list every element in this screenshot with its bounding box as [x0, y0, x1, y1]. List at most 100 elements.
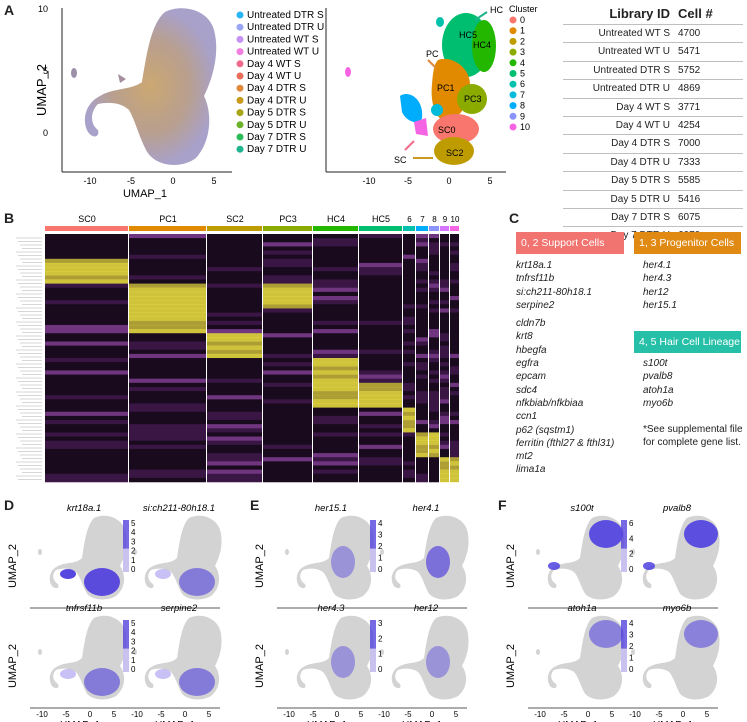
heatmap-cell [429, 473, 439, 479]
heatmap-cell [403, 320, 415, 326]
gene-item: pvalb8 [643, 371, 673, 383]
heatmap-cell [207, 374, 262, 379]
heatmap-cell [263, 415, 312, 421]
heatmap-cell [440, 366, 449, 371]
heatmap-cell [429, 242, 439, 247]
heatmap-cell [450, 378, 459, 384]
heatmap-cell [207, 291, 262, 297]
heatmap-cell [313, 250, 358, 255]
gene-item: s100t [643, 358, 668, 369]
cluster-legend-swatch [509, 91, 517, 99]
heatmap-cell [429, 316, 439, 322]
feature-outlier [133, 549, 137, 555]
heatmap-cell [429, 275, 439, 280]
heatmap-cell [359, 258, 402, 264]
heatmap-cell [313, 362, 358, 367]
feature-expression [548, 562, 560, 570]
heatmap-cell [263, 279, 312, 284]
colorbar [370, 620, 376, 672]
feature-expression [84, 668, 120, 696]
heatmap-cell [207, 395, 262, 400]
heatmap-cell [359, 275, 402, 280]
heatmap-cell [359, 308, 402, 313]
heatmap-cell [416, 386, 428, 392]
heatmap-cell [450, 267, 459, 272]
heatmap-cell [207, 424, 262, 429]
gene-item: krt8 [516, 331, 533, 343]
feature-xlabel: UMAP_1 [155, 720, 195, 722]
heatmap-label-8: 8 [432, 215, 437, 224]
heatmap-cell [440, 432, 449, 437]
feature-ylabel: UMAP_2 [7, 544, 19, 588]
heatmap-cell [440, 258, 449, 264]
heatmap-cell [129, 337, 206, 342]
heatmap-cell [359, 453, 402, 458]
colorbar [123, 520, 129, 572]
heatmap-cell [207, 283, 262, 289]
heatmap-cell [429, 465, 439, 470]
heatmap-cell [129, 287, 206, 293]
heatmap-cell [45, 345, 128, 351]
heatmap-cell [403, 246, 415, 251]
heatmap-cell [416, 428, 428, 433]
library-legend-label: Day 7 DTR S [247, 132, 306, 143]
heatmap-cell [207, 337, 262, 342]
cluster-legend-swatch [509, 123, 517, 131]
heatmap-cell [359, 448, 402, 454]
feature-xtick: -5 [560, 710, 568, 719]
heatmap-cell [359, 349, 402, 355]
heatmap-cell [450, 374, 459, 379]
colorbar-tick: 3 [131, 637, 136, 646]
heatmap-cluster-bar [45, 226, 459, 231]
feature-gene-title: her4.3 [318, 603, 346, 614]
feature-plot-krt18a-1 [38, 515, 127, 600]
gene-item: ccn1 [516, 411, 538, 423]
heatmap-cell [440, 382, 449, 388]
heatmap-cell [129, 428, 206, 433]
library-table-row: Untreated DTR S 5752 [563, 60, 743, 79]
feature-xlabel: UMAP_1 [558, 720, 598, 722]
heatmap-cell [45, 337, 128, 342]
colorbar-tick: 4 [131, 528, 136, 537]
heatmap-cell [313, 395, 358, 400]
heatmap-cell [450, 477, 459, 483]
feature-plot-si-ch211-80h18-1 [133, 515, 222, 600]
colorbar-tick: 1 [378, 650, 383, 659]
library-table-header: Library ID Cell # [563, 6, 743, 24]
heatmap-cell [207, 329, 262, 334]
colorbar-tick: 3 [131, 537, 136, 546]
heatmap-cell [416, 283, 428, 289]
heatmap-cell [440, 411, 449, 417]
heatmap-cell [263, 448, 312, 454]
gene-item: her12 [643, 286, 669, 298]
heatmap-cell [450, 304, 459, 309]
colorbar-tick: 2 [378, 542, 383, 551]
progenitor-gene-list: her4.1 her4.3 her12 her15.1 [643, 259, 677, 312]
cell-count-header: Cell # [678, 6, 713, 21]
heatmap-cell [416, 477, 428, 483]
heatmap-cell [45, 250, 128, 255]
heatmap-cell [429, 333, 439, 338]
heatmap-cell [440, 291, 449, 297]
heatmap-cell [450, 411, 459, 417]
heatmap-cell [313, 267, 358, 272]
library-legend-swatch [236, 48, 244, 56]
heatmap-cell [359, 345, 402, 351]
cluster-legend-swatch [509, 48, 517, 56]
heatmap-cell [429, 461, 439, 466]
feature-expression [426, 546, 450, 578]
heatmap-cell [207, 473, 262, 479]
heatmap-cell [403, 465, 415, 470]
heatmap-cell [129, 345, 206, 351]
heatmap-cell [313, 287, 358, 293]
heatmap-cell [403, 378, 415, 384]
heatmap-cell [359, 312, 402, 317]
heatmap-cell [45, 349, 128, 355]
heatmap-cell [450, 382, 459, 388]
cell-count-cell: 4869 [678, 83, 701, 95]
heatmap-cell [429, 477, 439, 483]
heatmap-cell [416, 296, 428, 301]
heatmap-cell [450, 395, 459, 400]
feature-xtick: 0 [88, 710, 93, 719]
heatmap-cell [313, 271, 358, 276]
